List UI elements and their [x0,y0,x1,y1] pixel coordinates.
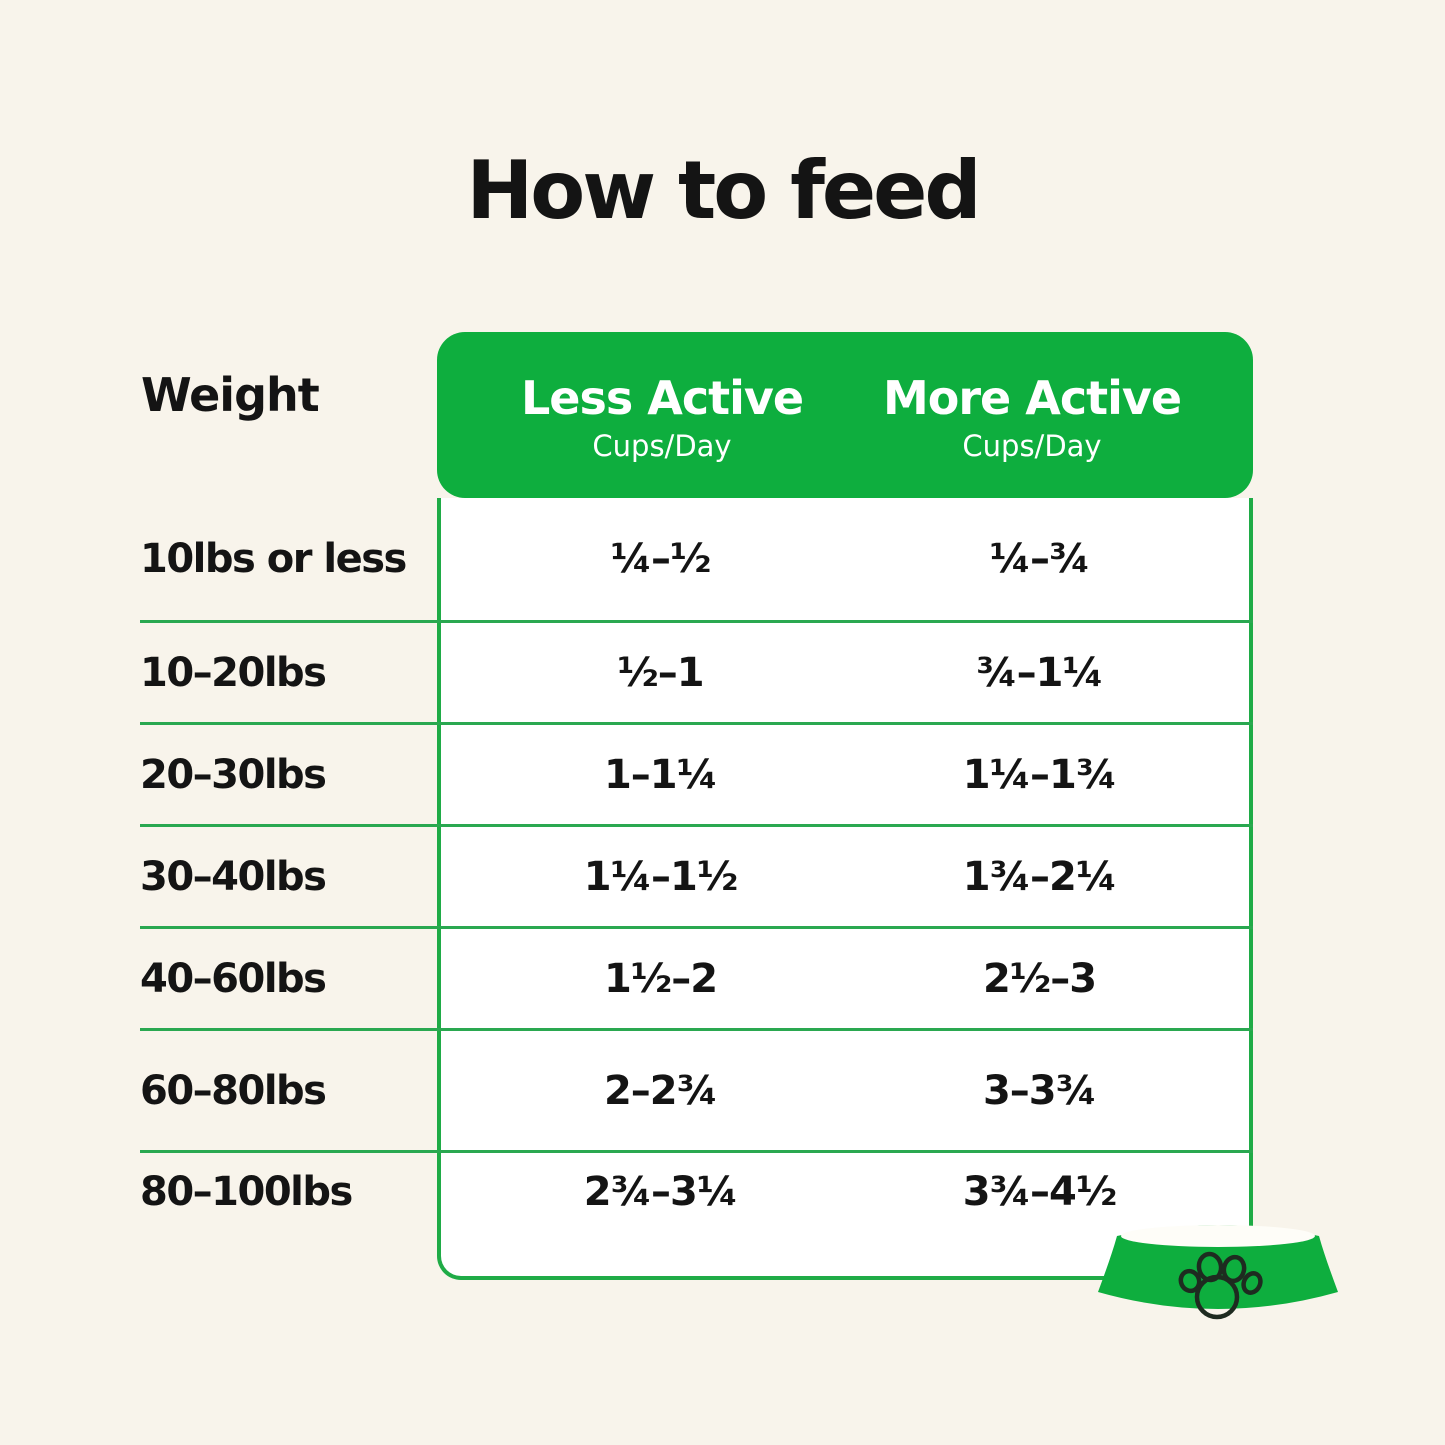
more-active-value: ¼–¾ [989,536,1091,582]
column-header-more-active: More Active Cups/Day [847,332,1253,498]
table-rows: 10lbs or less ¼–½ ¼–¾ 10–20lbs ½–1 ¾–1¼ … [140,498,1253,1280]
less-active-value: 1¼–1½ [583,853,738,900]
weight-label: 30–40lbs [140,853,327,900]
less-active-value: 2–2¾ [603,1067,718,1114]
more-active-value: 1¾–2¼ [962,853,1117,900]
weight-label: 60–80lbs [140,1067,327,1114]
column-header-label: Less Active [520,371,804,425]
table-body-background [437,498,1253,1280]
weight-label: 10lbs or less [140,536,407,582]
more-active-value: 3–3¾ [982,1067,1097,1114]
weight-label: 80–100lbs [140,1169,353,1215]
table-row: 10lbs or less ¼–½ ¼–¾ [140,498,1253,623]
column-header-sublabel: Cups/Day [592,429,732,463]
table-row: 80–100lbs 2¾–3¼ 3¾–4½ [140,1153,1253,1280]
page-title: How to feed [466,144,981,237]
weight-label: 40–60lbs [140,955,327,1002]
table-row: 40–60lbs 1½–2 2½–3 [140,929,1253,1031]
dog-bowl-icon [1098,1225,1338,1320]
more-active-value: 1¼–1¾ [962,751,1117,798]
table-row: 20–30lbs 1–1¼ 1¼–1¾ [140,725,1253,827]
less-active-value: 1½–2 [603,955,718,1002]
more-active-value: 2½–3 [982,955,1097,1002]
less-active-value: ½–1 [617,649,704,696]
less-active-value: ¼–½ [610,536,712,582]
table-row: 30–40lbs 1¼–1½ 1¾–2¼ [140,827,1253,929]
more-active-value: 3¾–4½ [962,1169,1117,1215]
less-active-value: 1–1¼ [603,751,718,798]
table-row: 60–80lbs 2–2¾ 3–3¾ [140,1031,1253,1153]
column-header-sublabel: Cups/Day [962,429,1102,463]
weight-column-header: Weight [141,368,320,422]
more-active-value: ¾–1¼ [976,649,1104,696]
table-header: Less Active Cups/Day More Active Cups/Da… [437,332,1253,498]
less-active-value: 2¾–3¼ [583,1169,738,1215]
table-row: 10–20lbs ½–1 ¾–1¼ [140,623,1253,725]
weight-label: 10–20lbs [140,649,327,696]
feeding-table: 10lbs or less ¼–½ ¼–¾ 10–20lbs ½–1 ¾–1¼ … [140,498,1253,1280]
column-header-less-active: Less Active Cups/Day [437,332,847,498]
weight-label: 20–30lbs [140,751,327,798]
paw-print-icon [1178,1251,1263,1320]
column-header-label: More Active [882,371,1182,425]
